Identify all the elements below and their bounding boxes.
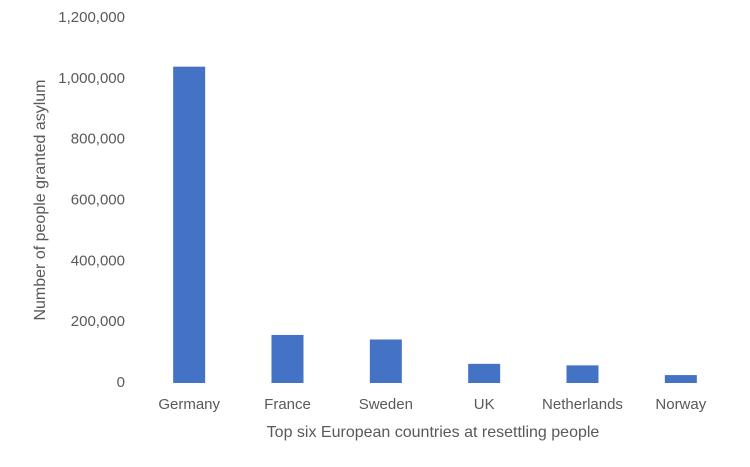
bar-netherlands <box>566 365 599 383</box>
y-tick-label: 600,000 <box>71 191 125 208</box>
y-tick-label: 1,000,000 <box>58 70 125 87</box>
y-tick-label: 800,000 <box>71 131 125 148</box>
bar-norway <box>664 375 697 383</box>
x-tick-label: Germany <box>158 396 220 413</box>
y-axis-ticks: 0 200,000 400,000 600,000 800,000 1,000,000 1,… <box>58 9 125 391</box>
x-tick-label: Sweden <box>359 396 413 413</box>
bar-uk <box>468 363 501 383</box>
x-tick-label: Norway <box>655 396 706 413</box>
x-tick-label: France <box>264 396 311 413</box>
bars <box>173 66 697 384</box>
x-tick-label: Netherlands <box>542 396 623 413</box>
y-tick-label: 200,000 <box>71 313 125 330</box>
y-axis-title: Number of people granted asylum <box>32 79 49 320</box>
x-tick-label: UK <box>474 396 495 413</box>
y-tick-label: 1,200,000 <box>58 9 125 26</box>
bar-sweden <box>369 339 402 383</box>
bar-france <box>271 334 304 383</box>
x-axis-title: Top six European countries at resettling… <box>267 424 600 441</box>
y-tick-label: 0 <box>117 374 125 391</box>
bar-germany <box>173 66 206 384</box>
x-axis-tick-labels: Germany France Sweden UK Netherlands Norway <box>158 396 706 413</box>
y-tick-label: 400,000 <box>71 252 125 269</box>
